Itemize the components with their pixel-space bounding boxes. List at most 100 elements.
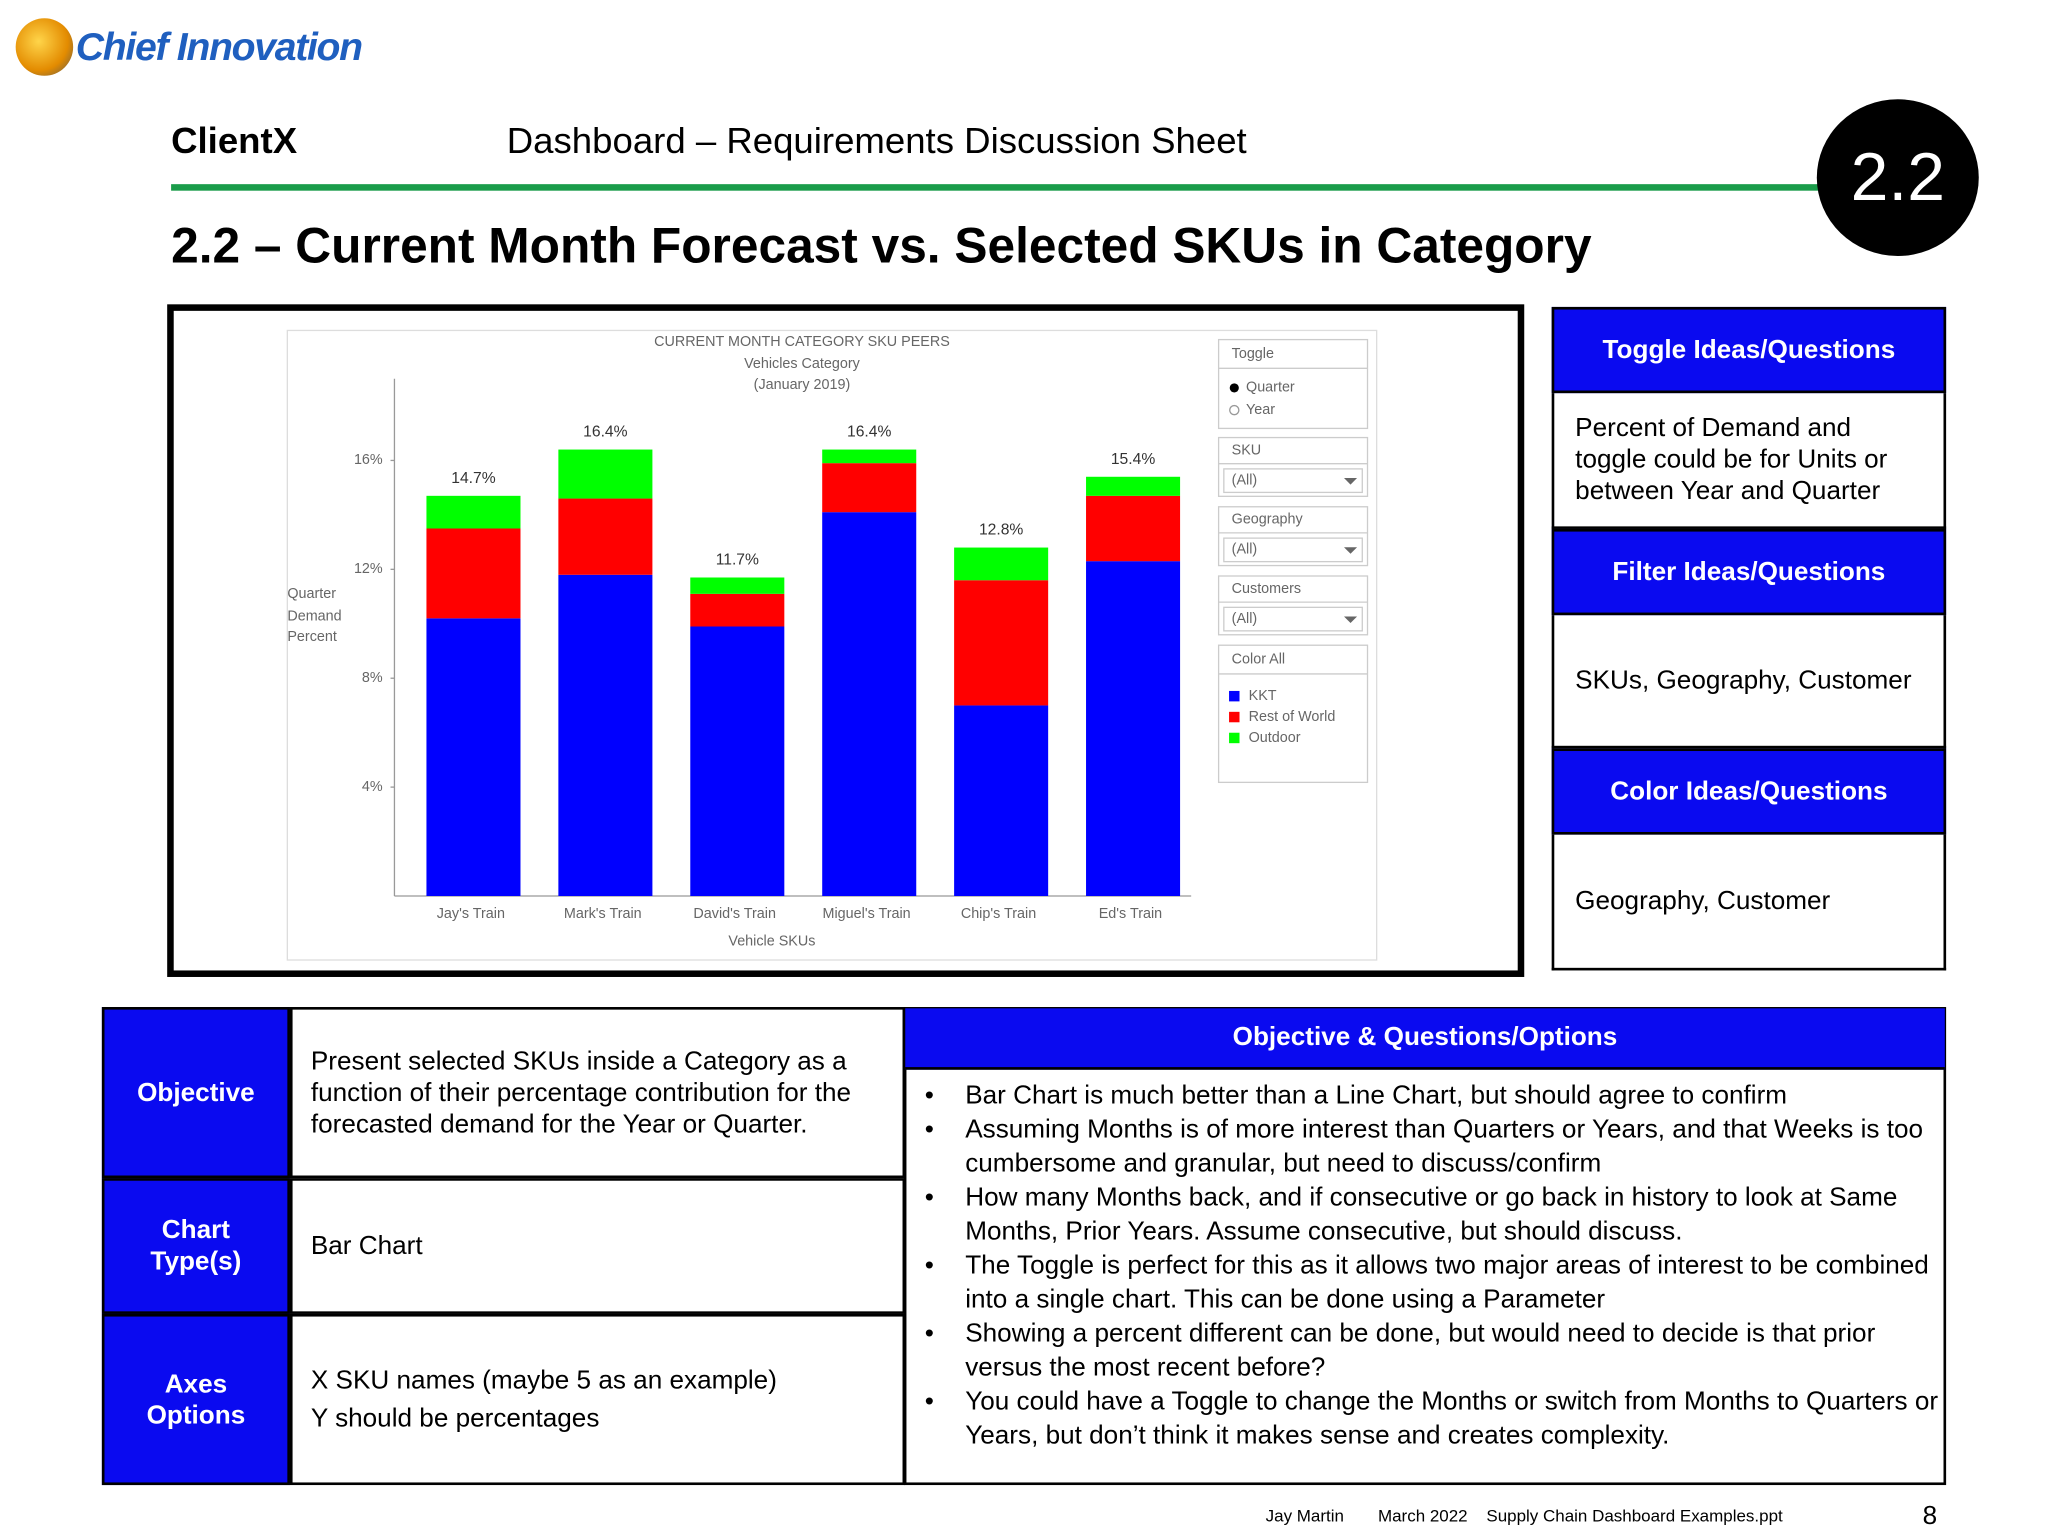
- x-tick-label: David's Train: [693, 906, 776, 922]
- logo: Chief Innovation: [75, 26, 363, 70]
- chart-subtitle: (January 2019): [754, 377, 851, 393]
- bar-segment: [822, 463, 917, 513]
- bar-segment: [1086, 476, 1181, 496]
- bar-segment: [822, 449, 917, 464]
- side-body: SKUs, Geography, Customer: [1551, 615, 1947, 749]
- notes-list: Bar Chart is much better than a Line Cha…: [906, 1079, 1938, 1453]
- legend-label: KKT: [1249, 688, 1277, 704]
- bar-segment: [690, 626, 785, 896]
- bar-segment: [558, 449, 653, 499]
- filter-title: Geography: [1232, 512, 1304, 528]
- row-text: Present selected SKUs inside a Category …: [310, 1046, 852, 1139]
- bar-segment: [558, 498, 653, 575]
- footer-author: Jay Martin: [1265, 1505, 1344, 1526]
- side-body: Percent of Demand and toggle could be fo…: [1551, 393, 1947, 529]
- bar-segment: [822, 512, 917, 896]
- legend-swatch: [1229, 732, 1240, 744]
- dropdown-arrow: [1343, 616, 1358, 624]
- y-tick-label: 8%: [362, 670, 383, 686]
- radio[interactable]: [1229, 404, 1240, 416]
- x-tick-label: Chip's Train: [961, 906, 1036, 922]
- total-label: 16.4%: [847, 424, 891, 441]
- bar-segment: [954, 705, 1049, 896]
- y-tick-label: 4%: [362, 779, 383, 795]
- footer-file: Supply Chain Dashboard Examples.ppt: [1486, 1505, 1783, 1526]
- chart: CURRENT MONTH CATEGORY SKU PEERS Vehicle…: [286, 329, 1378, 961]
- logo-icon: [15, 18, 74, 76]
- filter-title: Customers: [1232, 581, 1301, 597]
- notes-title: Objective & Questions/Options: [905, 1008, 1945, 1070]
- legend-label: Outdoor: [1249, 730, 1301, 746]
- side-text: Geography, Customer: [1575, 886, 1831, 916]
- badge: 2.2: [1816, 99, 1979, 256]
- legend-swatch: [1229, 711, 1240, 723]
- side-heading: Toggle Ideas/Questions: [1551, 306, 1947, 394]
- page-number: 8: [1922, 1502, 1938, 1531]
- bar-segment: [954, 580, 1049, 706]
- total-label: 15.4%: [1111, 451, 1155, 468]
- note: Showing a percent different can be done,…: [906, 1317, 1938, 1385]
- dropdown[interactable]: [1223, 537, 1363, 563]
- toggle-title: Toggle: [1232, 346, 1274, 362]
- row-label: Axes Options: [101, 1313, 290, 1486]
- radio-label[interactable]: Year: [1246, 402, 1275, 418]
- note: You could have a Toggle to change the Mo…: [906, 1384, 1938, 1452]
- dropdown[interactable]: [1223, 606, 1363, 632]
- bar-segment: [426, 618, 521, 896]
- row-cell: X SKU names (maybe 5 as an example) Y sho…: [289, 1313, 906, 1486]
- legend-label: Rest of World: [1249, 709, 1336, 725]
- row-label: Chart Type(s): [101, 1178, 290, 1314]
- y-tick-label: 12%: [354, 561, 383, 577]
- side-heading: Filter Ideas/Questions: [1551, 528, 1947, 616]
- side-text: Percent of Demand and toggle could be fo…: [1575, 414, 1888, 506]
- x-tick-label: Mark's Train: [564, 906, 642, 922]
- x-tick-label: Ed's Train: [1099, 906, 1162, 922]
- row-text: X SKU names (maybe 5 as an example): [310, 1366, 777, 1395]
- bar-segment: [558, 574, 653, 896]
- y-axis-label: Demand: [287, 608, 341, 624]
- dropdown-arrow: [1343, 478, 1358, 485]
- radio-selected[interactable]: [1229, 383, 1239, 393]
- dropdown[interactable]: [1223, 468, 1363, 494]
- bar-segment: [954, 547, 1049, 581]
- note: Assuming Months is of more interest than…: [906, 1113, 1938, 1181]
- chart-frame: [167, 304, 1525, 977]
- heading: 2.2 – Current Month Forecast vs. Selecte…: [171, 219, 1592, 275]
- client: ClientX: [171, 120, 298, 161]
- bar-segment: [426, 528, 521, 619]
- bar-segment: [426, 495, 521, 529]
- total-label: 12.8%: [979, 522, 1023, 539]
- bar-segment: [1086, 561, 1181, 896]
- footer-date: March 2022: [1377, 1505, 1468, 1526]
- x-tick-label: Miguel's Train: [823, 906, 911, 922]
- y-axis-label: Quarter: [287, 586, 336, 602]
- legend-box: [1217, 644, 1369, 784]
- chart-subtitle: Vehicles Category: [744, 356, 861, 372]
- total-label: 11.7%: [716, 552, 759, 569]
- row-cell: Bar Chart: [289, 1178, 906, 1314]
- legend-swatch: [1229, 690, 1240, 702]
- row-text: Bar Chart: [310, 1231, 423, 1261]
- row-cell: Present selected SKUs inside a Category …: [289, 1007, 906, 1179]
- x-tick-label: Jay's Train: [437, 906, 505, 922]
- note: The Toggle is perfect for this as it all…: [906, 1249, 1938, 1317]
- total-label: 14.7%: [451, 470, 495, 487]
- dropdown-value[interactable]: (All): [1232, 542, 1258, 558]
- note: How many Months back, and if consecutive…: [906, 1181, 1938, 1249]
- legend-title: Color All: [1232, 651, 1285, 667]
- radio-label[interactable]: Quarter: [1246, 380, 1295, 396]
- dropdown-arrow: [1343, 547, 1358, 554]
- toggle-box: [1217, 338, 1369, 430]
- dropdown-value[interactable]: (All): [1232, 611, 1258, 627]
- row-label: Objective: [101, 1007, 290, 1179]
- row-text: Y should be percentages: [310, 1404, 600, 1433]
- dropdown-value[interactable]: (All): [1232, 472, 1258, 488]
- side-heading: Color Ideas/Questions: [1551, 748, 1947, 835]
- bar-segment: [690, 593, 785, 627]
- header-title: Dashboard – Requirements Discussion Shee…: [506, 120, 1247, 161]
- header-rule: [171, 184, 1830, 191]
- bar-segment: [690, 577, 785, 594]
- total-label: 16.4%: [583, 424, 627, 441]
